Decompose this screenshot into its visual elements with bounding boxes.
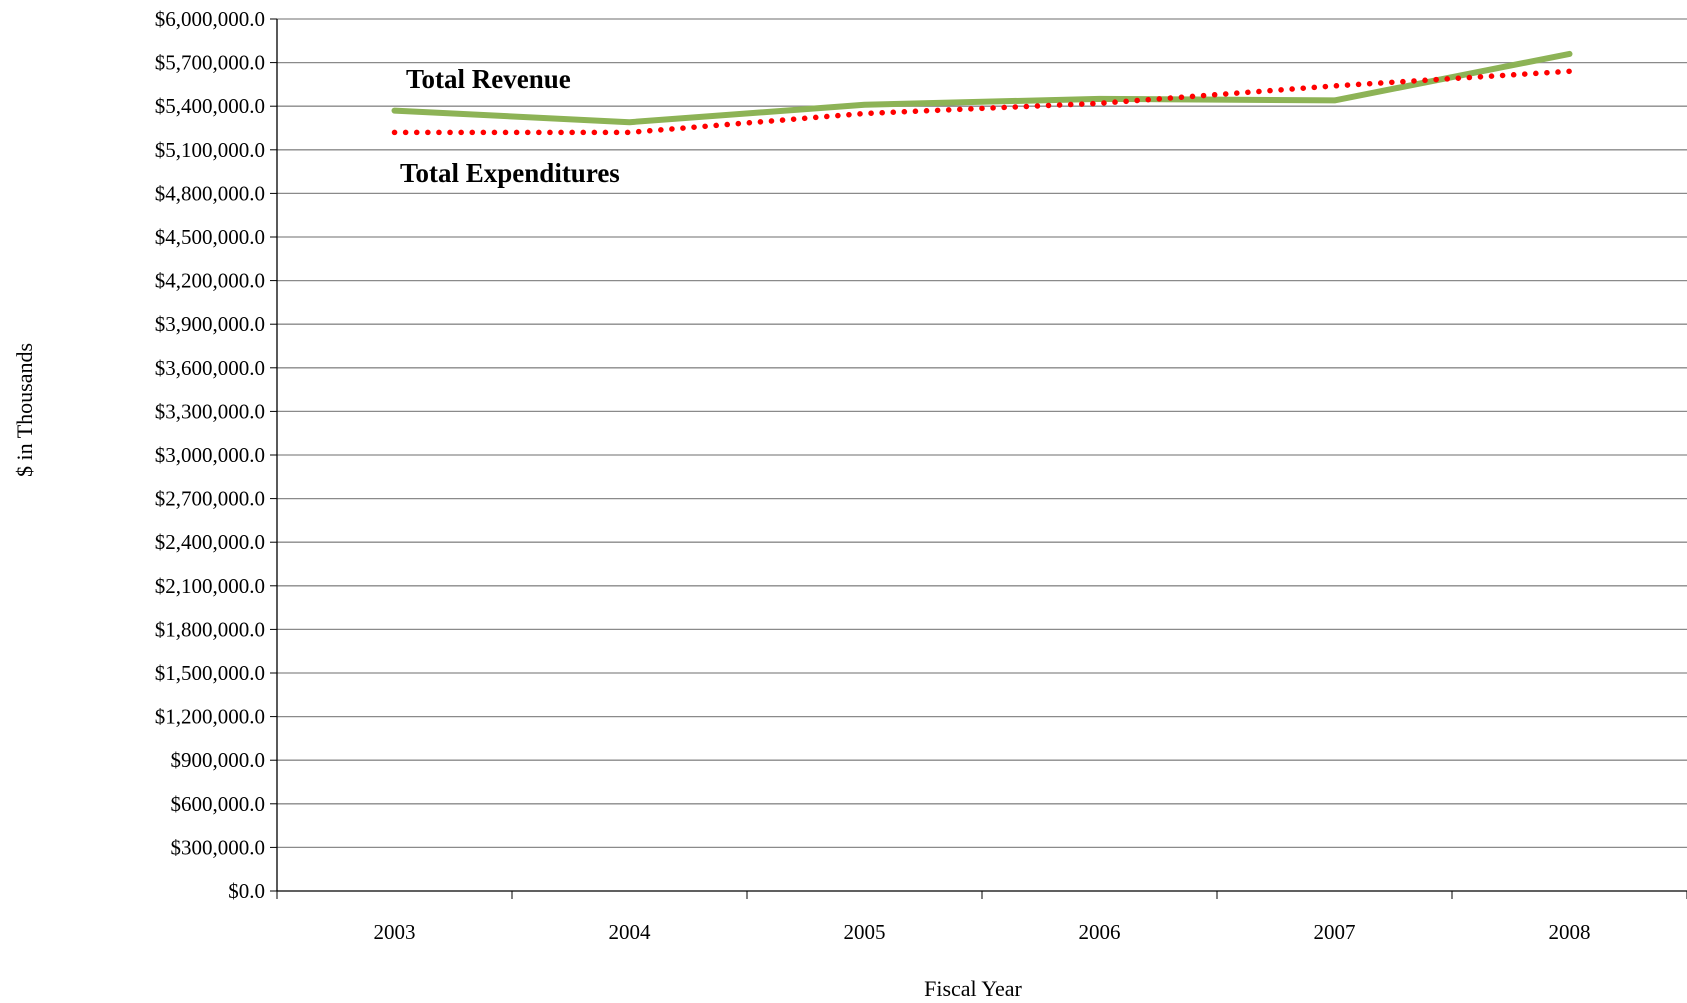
y-tick-label: $2,400,000.0 bbox=[155, 530, 265, 554]
x-tick-label: 2004 bbox=[609, 920, 652, 944]
series-line-total-revenue bbox=[391, 50, 1573, 126]
y-tick-labels: $0.0 $300,000.0 $600,000.0 $900,000.0 $1,200… bbox=[155, 7, 265, 903]
y-tick-label: $600,000.0 bbox=[171, 792, 266, 816]
y-tick-label: $4,200,000.0 bbox=[155, 269, 265, 293]
gridlines bbox=[277, 18, 1687, 849]
y-tick-label: $3,600,000.0 bbox=[155, 356, 265, 380]
series-line-total-expenditures bbox=[391, 68, 1573, 136]
y-tick-label: $5,700,000.0 bbox=[155, 51, 265, 75]
y-tick-label: $2,700,000.0 bbox=[155, 487, 265, 511]
y-tick-label: $1,800,000.0 bbox=[155, 617, 265, 641]
y-tick-label: $900,000.0 bbox=[171, 748, 266, 772]
axes bbox=[270, 18, 1687, 899]
x-tick-label: 2006 bbox=[1079, 920, 1121, 944]
x-tick-label: 2003 bbox=[374, 920, 416, 944]
y-tick-label: $1,500,000.0 bbox=[155, 661, 265, 685]
x-tick-labels: 2003 2004 2005 2006 2007 2008 bbox=[374, 920, 1591, 944]
y-tick-label: $3,000,000.0 bbox=[155, 443, 265, 467]
y-tick-label: $6,000,000.0 bbox=[155, 7, 265, 31]
y-tick-label: $4,500,000.0 bbox=[155, 225, 265, 249]
y-tick-label: $0.0 bbox=[228, 879, 265, 903]
y-tick-label: $5,400,000.0 bbox=[155, 94, 265, 118]
series-label-total-revenue: Total Revenue bbox=[406, 64, 571, 94]
x-tick-label: 2005 bbox=[844, 920, 886, 944]
y-axis-title: $ in Thousands bbox=[12, 343, 37, 477]
series-lines bbox=[391, 50, 1573, 136]
series-label-total-expenditures: Total Expenditures bbox=[400, 158, 620, 188]
y-tick-label: $300,000.0 bbox=[171, 835, 266, 859]
y-tick-label: $2,100,000.0 bbox=[155, 574, 265, 598]
y-tick-label: $3,300,000.0 bbox=[155, 399, 265, 423]
x-axis-title: Fiscal Year bbox=[924, 976, 1022, 1001]
y-tick-label: $1,200,000.0 bbox=[155, 705, 265, 729]
y-tick-label: $5,100,000.0 bbox=[155, 138, 265, 162]
y-tick-label: $3,900,000.0 bbox=[155, 312, 265, 336]
x-tick-label: 2008 bbox=[1549, 920, 1591, 944]
y-tick-label: $4,800,000.0 bbox=[155, 181, 265, 205]
x-tick-label: 2007 bbox=[1314, 920, 1356, 944]
